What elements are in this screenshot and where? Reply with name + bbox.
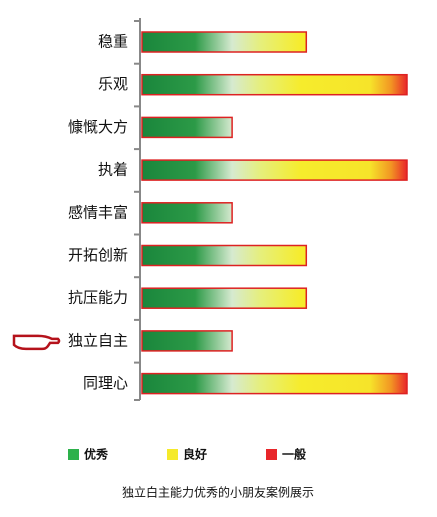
category-label: 开拓创新 [68,246,128,264]
bar [141,159,408,181]
bar [141,372,408,395]
category-label: 乐观 [98,75,128,93]
pointer-hand [12,334,61,351]
category-label: 同理心 [83,374,128,392]
caption: 独立白主能力优秀的小朋友案例展示 [122,485,314,500]
bar [141,244,308,267]
bar [141,202,233,224]
bar [141,116,233,139]
bar [141,73,408,96]
category-label: 执着 [98,161,128,179]
bar [141,31,308,53]
legend-label: 优秀 [84,447,109,462]
category-label: 稳重 [98,33,128,51]
legend-swatch [68,449,79,460]
category-label: 抗压能力 [68,289,128,307]
legend-label: 良好 [183,447,207,462]
bar [141,330,233,352]
category-label: 独立自主 [68,331,128,349]
category-label: 慷慨大方 [68,118,128,136]
legend-swatch [167,449,178,460]
bar [141,287,308,309]
category-label: 感情丰富 [68,203,128,221]
legend-label: 一般 [282,447,306,462]
legend-swatch [266,449,277,460]
